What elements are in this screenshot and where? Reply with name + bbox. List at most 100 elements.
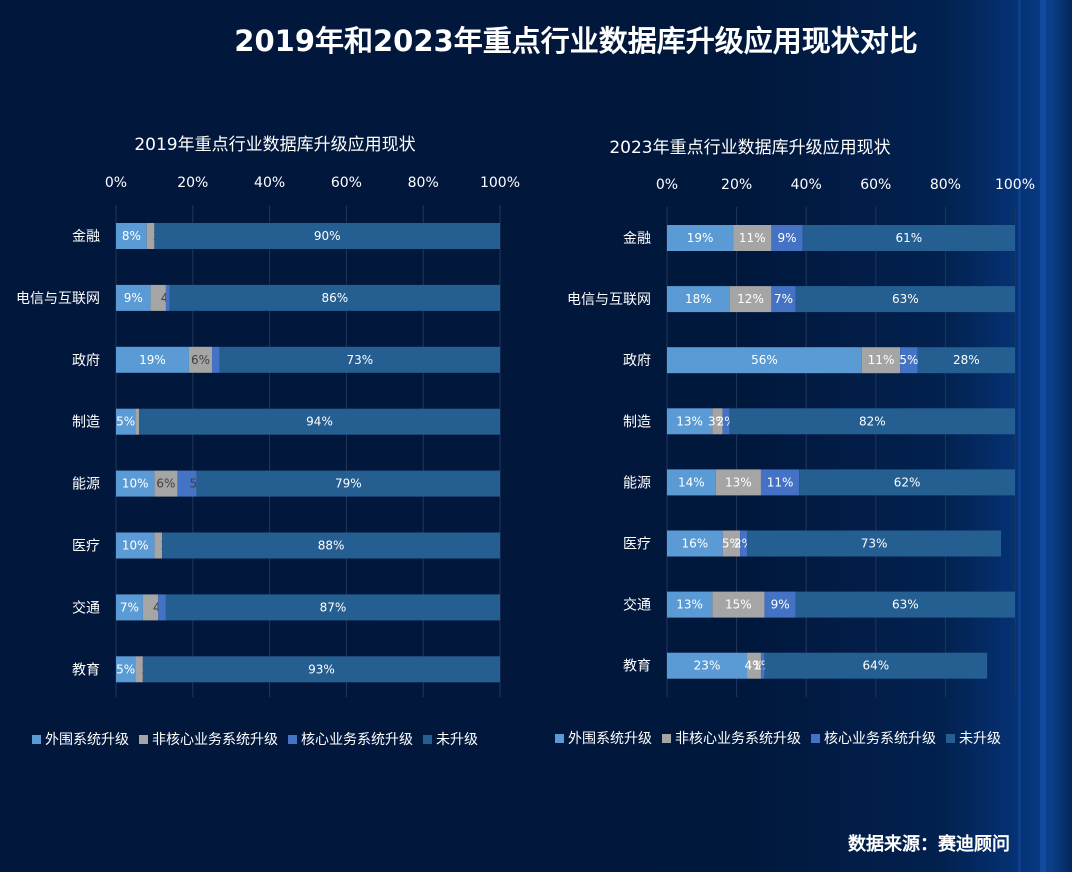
category-label: 能源	[623, 475, 651, 491]
data-label: 86%	[322, 291, 349, 305]
category-label: 教育	[72, 662, 100, 678]
category-label: 交通	[72, 599, 100, 616]
legend-item: 外围系统升级	[568, 731, 652, 747]
legend-swatch	[662, 734, 671, 743]
data-label: 5%	[722, 537, 741, 551]
category-label: 电信与互联网	[567, 292, 651, 308]
bar-segment	[764, 591, 796, 618]
category-label: 电信与互联网	[16, 291, 100, 307]
legend-item: 核心业务系统升级	[301, 732, 413, 748]
bar-segment	[722, 530, 741, 557]
legend-item: 外围系统升级	[45, 732, 129, 748]
x-tick-label: 60%	[860, 177, 891, 193]
data-label: 94%	[306, 415, 333, 429]
data-label: 4%	[744, 659, 763, 673]
data-label: 62%	[894, 475, 921, 489]
data-source: 数据来源：赛迪顾问	[848, 834, 1010, 855]
bar-segment	[799, 469, 1015, 496]
data-label: 28%	[953, 353, 980, 367]
data-label: 7%	[120, 600, 139, 614]
bar-segment	[760, 469, 800, 496]
x-tick-label: 40%	[254, 175, 285, 191]
bar-segment	[802, 225, 1015, 251]
data-label: 13%	[676, 598, 703, 612]
data-label: 19%	[687, 231, 714, 245]
category-label: 政府	[623, 353, 651, 369]
x-tick-label: 100%	[995, 177, 1035, 193]
bar-segment	[771, 225, 803, 251]
data-label: 79%	[335, 477, 362, 491]
bar-segment	[667, 469, 716, 496]
category-label: 能源	[72, 477, 100, 493]
data-label: 93%	[308, 662, 335, 676]
bar-segment	[712, 591, 765, 618]
bar-segment	[158, 594, 166, 621]
bar-segment	[795, 591, 1015, 618]
bar-segment	[116, 408, 136, 435]
legend-item: 非核心业务系统升级	[675, 731, 801, 747]
data-label: 87%	[320, 600, 347, 614]
bar-segment	[729, 408, 1015, 435]
category-label: 金融	[623, 231, 651, 247]
category-label: 教育	[623, 659, 651, 675]
data-label: 64%	[862, 659, 889, 673]
legend-swatch	[811, 734, 820, 743]
bar-segment	[116, 470, 155, 497]
legend-swatch	[946, 734, 955, 743]
bar-segment	[196, 470, 500, 497]
bar-segment	[729, 286, 772, 313]
data-label: 7%	[774, 292, 793, 306]
bar-segment	[764, 652, 988, 679]
bar-segment	[733, 225, 772, 251]
bar-segment	[900, 347, 918, 374]
bar-segment	[747, 530, 1002, 557]
bar-segment	[667, 652, 748, 679]
data-label: 9%	[124, 291, 143, 305]
data-label: 9%	[778, 231, 797, 245]
bar-segment	[165, 594, 501, 621]
bar-segment	[154, 470, 178, 497]
bar-segment	[165, 284, 170, 311]
bar-segment	[667, 408, 713, 435]
bar-segment	[188, 346, 212, 373]
bar-segment	[116, 346, 189, 373]
data-label: 56%	[751, 353, 778, 367]
bar-segment	[747, 652, 761, 679]
legend-item: 非核心业务系统升级	[152, 732, 278, 748]
x-tick-label: 0%	[105, 175, 127, 191]
data-label: 63%	[892, 292, 919, 306]
category-label: 交通	[623, 597, 651, 614]
data-label: 16%	[682, 537, 709, 551]
bar-segment	[116, 284, 151, 311]
bar-segment	[142, 656, 500, 683]
bar-segment	[212, 346, 220, 373]
x-tick-label: 0%	[656, 177, 678, 193]
legend-swatch	[288, 735, 297, 744]
x-tick-label: 80%	[408, 175, 439, 191]
bar-segment	[139, 408, 501, 435]
data-label: 73%	[347, 353, 374, 367]
category-label: 制造	[72, 415, 100, 431]
data-label: 14%	[678, 475, 705, 489]
bar-segment	[667, 591, 713, 618]
bar-segment	[169, 284, 500, 311]
data-label: 13%	[676, 414, 703, 428]
bar-segment	[667, 347, 862, 374]
data-label: 11%	[739, 231, 766, 245]
data-label: 3%	[708, 414, 727, 428]
data-label: 19%	[139, 353, 166, 367]
bar-segment	[135, 656, 143, 683]
data-label: 63%	[892, 598, 919, 612]
bar-segment	[154, 223, 500, 249]
bar-segment	[142, 594, 159, 621]
bar-segment	[116, 656, 136, 683]
data-label: 8%	[122, 229, 141, 243]
category-label: 医疗	[623, 537, 651, 553]
legend-swatch	[555, 734, 564, 743]
chart-2019-title: 2019年重点行业数据库升级应用现状	[134, 135, 416, 155]
data-label: 10%	[122, 477, 149, 491]
data-label: 73%	[861, 537, 888, 551]
data-label: 18%	[685, 292, 712, 306]
bar-segment	[771, 286, 796, 313]
bar-segment	[135, 408, 140, 435]
